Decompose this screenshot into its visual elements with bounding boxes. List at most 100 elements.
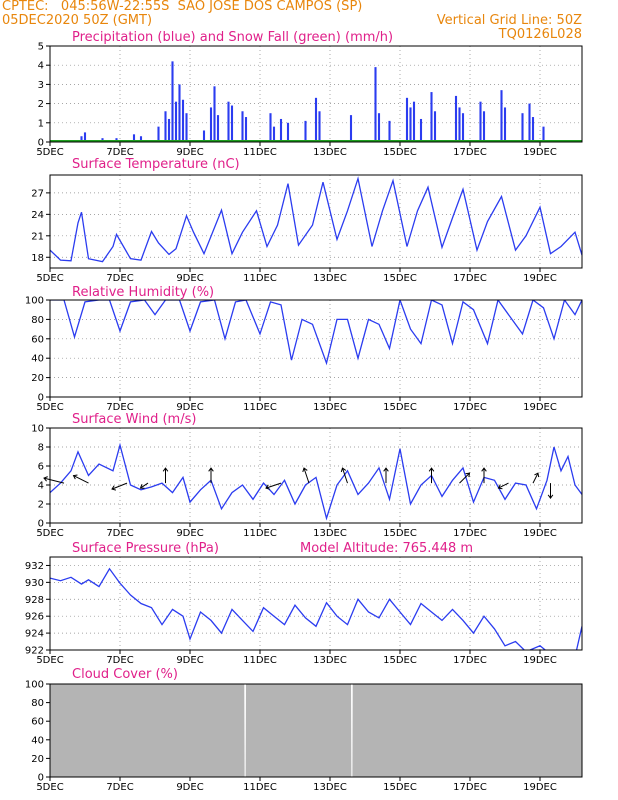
x-tick-label: 9DEC [176, 402, 203, 413]
precip-bar [178, 84, 181, 142]
wind-vector [73, 475, 89, 484]
x-tick-label: 15DEC [383, 655, 417, 666]
wind-arrowhead [139, 484, 145, 489]
x-tick-label: 19DEC [523, 528, 557, 539]
wind-arrowhead [481, 467, 487, 472]
precip-bar [167, 118, 171, 142]
x-tick-label: 19DEC [523, 782, 557, 793]
y-tick-label: 2 [38, 99, 44, 110]
precip-bar [174, 101, 178, 142]
series-line-4 [50, 567, 582, 650]
panel-frame [49, 427, 583, 524]
x-tick-label: 13DEC [313, 782, 347, 793]
y-tick-label: 5 [38, 42, 44, 53]
precip-bar [430, 92, 433, 142]
precip-bar [279, 118, 283, 142]
x-tick-label: 5DEC [36, 402, 63, 413]
x-tick-label: 11DEC [243, 782, 277, 793]
y-tick-label: 20 [31, 373, 44, 384]
panel-title-4: Surface Pressure (hPa) [72, 541, 219, 556]
y-tick-label: 924 [25, 629, 44, 640]
series-line-3 [50, 442, 582, 521]
y-tick-label: 0 [38, 138, 44, 149]
precip-bar [405, 97, 409, 142]
precip-bar [500, 90, 503, 142]
precip-bar [181, 99, 185, 142]
precip-bar [269, 113, 272, 142]
precip-bar [230, 105, 234, 142]
x-tick-label: 7DEC [106, 147, 133, 158]
precip-bar [374, 67, 377, 142]
precip-bar [531, 117, 535, 142]
x-tick-label: 17DEC [453, 273, 487, 284]
precip-bar [349, 115, 353, 142]
precip-bar [185, 113, 188, 142]
wind-vector [532, 472, 539, 484]
y-tick-label: 0 [38, 519, 44, 530]
precip-bar [542, 126, 545, 142]
precip-bar [209, 107, 213, 142]
panel-frame [49, 45, 583, 143]
x-tick-label: 11DEC [243, 273, 277, 284]
wind-arrowhead [547, 494, 554, 499]
x-tick-label: 17DEC [453, 782, 487, 793]
x-tick-label: 15DEC [383, 528, 417, 539]
precip-bar [458, 107, 461, 142]
cloud-cover-area [50, 684, 582, 777]
precip-bar [521, 113, 524, 142]
y-tick-label: 80 [31, 698, 44, 709]
y-tick-label: 80 [31, 315, 44, 326]
wind-arrowhead [497, 484, 503, 490]
wind-vector [459, 472, 470, 484]
x-tick-label: 7DEC [106, 402, 133, 413]
panel-frame [49, 556, 583, 651]
precip-bar [388, 120, 391, 142]
y-tick-label: 6 [38, 462, 44, 473]
y-tick-label: 60 [31, 717, 44, 728]
x-tick-label: 15DEC [383, 402, 417, 413]
y-tick-label: 40 [31, 354, 44, 365]
y-tick-label: 930 [25, 578, 44, 589]
wind-arrowhead [302, 467, 308, 473]
precip-bar [304, 120, 307, 142]
x-tick-label: 9DEC [176, 147, 203, 158]
series-line-1 [50, 176, 582, 263]
x-tick-label: 13DEC [313, 147, 347, 158]
x-tick-label: 5DEC [36, 147, 63, 158]
precip-bar [419, 118, 423, 142]
y-tick-label: 20 [31, 754, 44, 765]
precip-bar [216, 115, 220, 142]
x-tick-label: 19DEC [523, 402, 557, 413]
wind-arrowhead [162, 467, 169, 472]
panel-frame [49, 683, 583, 778]
precip-bar [171, 61, 174, 142]
panel-0: 0 1 2 3 4 5 5DEC 7DEC 9DEC 11DEC 13DEC 15DEC 17DEC 19… [36, 30, 583, 158]
y-tick-label: 0 [38, 773, 44, 784]
x-tick-label: 17DEC [453, 528, 487, 539]
y-tick-label: 1 [38, 118, 44, 129]
panel-frame [49, 174, 583, 269]
y-tick-label: 21 [31, 231, 44, 242]
precip-bar [80, 136, 83, 142]
wind-arrowhead [265, 484, 270, 490]
wind-vector [111, 482, 128, 490]
precip-bar [202, 130, 206, 142]
series-line-2 [50, 300, 582, 366]
y-tick-label: 8 [38, 443, 44, 454]
precip-bar [164, 111, 167, 142]
x-tick-label: 13DEC [313, 655, 347, 666]
y-tick-label: 3 [38, 80, 44, 91]
precip-bar [412, 101, 416, 142]
x-tick-label: 7DEC [106, 528, 133, 539]
x-tick-label: 11DEC [243, 402, 277, 413]
header-grid-line: Vertical Grid Line: 50Z [436, 13, 582, 28]
precip-bar [482, 111, 486, 142]
panel-frame [49, 299, 583, 398]
x-tick-label: 15DEC [383, 782, 417, 793]
x-tick-label: 17DEC [453, 147, 487, 158]
wind-arrowhead [340, 467, 347, 473]
precip-bar [503, 107, 507, 142]
precip-bar [318, 111, 321, 142]
precip-bar [241, 111, 244, 142]
